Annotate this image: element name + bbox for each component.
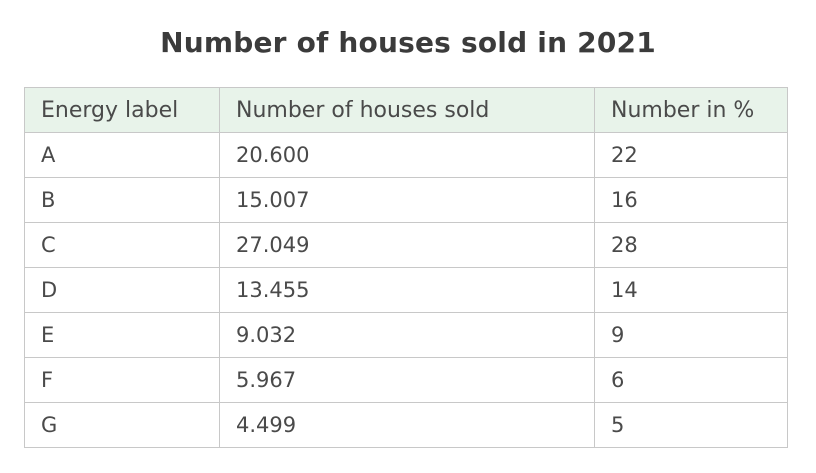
table-cell-label: B xyxy=(24,177,220,223)
table-cell-label: G xyxy=(24,402,220,448)
table-cell-percent: 28 xyxy=(594,222,788,268)
table-cell-count: 27.049 xyxy=(219,222,595,268)
table-cell-percent: 16 xyxy=(594,177,788,223)
table-cell-count: 5.967 xyxy=(219,357,595,403)
table-cell-count: 9.032 xyxy=(219,312,595,358)
table-row: E 9.032 9 xyxy=(24,312,788,358)
table-row: C 27.049 28 xyxy=(24,222,788,268)
data-table: Energy label Number of houses sold Numbe… xyxy=(24,87,788,448)
table-row: D 13.455 14 xyxy=(24,267,788,313)
table-cell-percent: 5 xyxy=(594,402,788,448)
table-header-row: Energy label Number of houses sold Numbe… xyxy=(24,87,788,133)
table-cell-label: A xyxy=(24,132,220,178)
table-cell-label: E xyxy=(24,312,220,358)
table-cell-percent: 6 xyxy=(594,357,788,403)
table-cell-label: F xyxy=(24,357,220,403)
table-cell-count: 20.600 xyxy=(219,132,595,178)
table-cell-label: D xyxy=(24,267,220,313)
table-row: A 20.600 22 xyxy=(24,132,788,178)
chart-title: Number of houses sold in 2021 xyxy=(160,26,656,59)
table-row: G 4.499 5 xyxy=(24,402,788,448)
table-cell-percent: 9 xyxy=(594,312,788,358)
table-cell-count: 4.499 xyxy=(219,402,595,448)
table-cell-count: 15.007 xyxy=(219,177,595,223)
table-cell-count: 13.455 xyxy=(219,267,595,313)
table-row: F 5.967 6 xyxy=(24,357,788,403)
table-cell-label: C xyxy=(24,222,220,268)
table-cell-percent: 14 xyxy=(594,267,788,313)
table-cell-percent: 22 xyxy=(594,132,788,178)
column-header-houses-sold: Number of houses sold xyxy=(219,87,595,133)
table-row: B 15.007 16 xyxy=(24,177,788,223)
column-header-energy-label: Energy label xyxy=(24,87,220,133)
column-header-percent: Number in % xyxy=(594,87,788,133)
